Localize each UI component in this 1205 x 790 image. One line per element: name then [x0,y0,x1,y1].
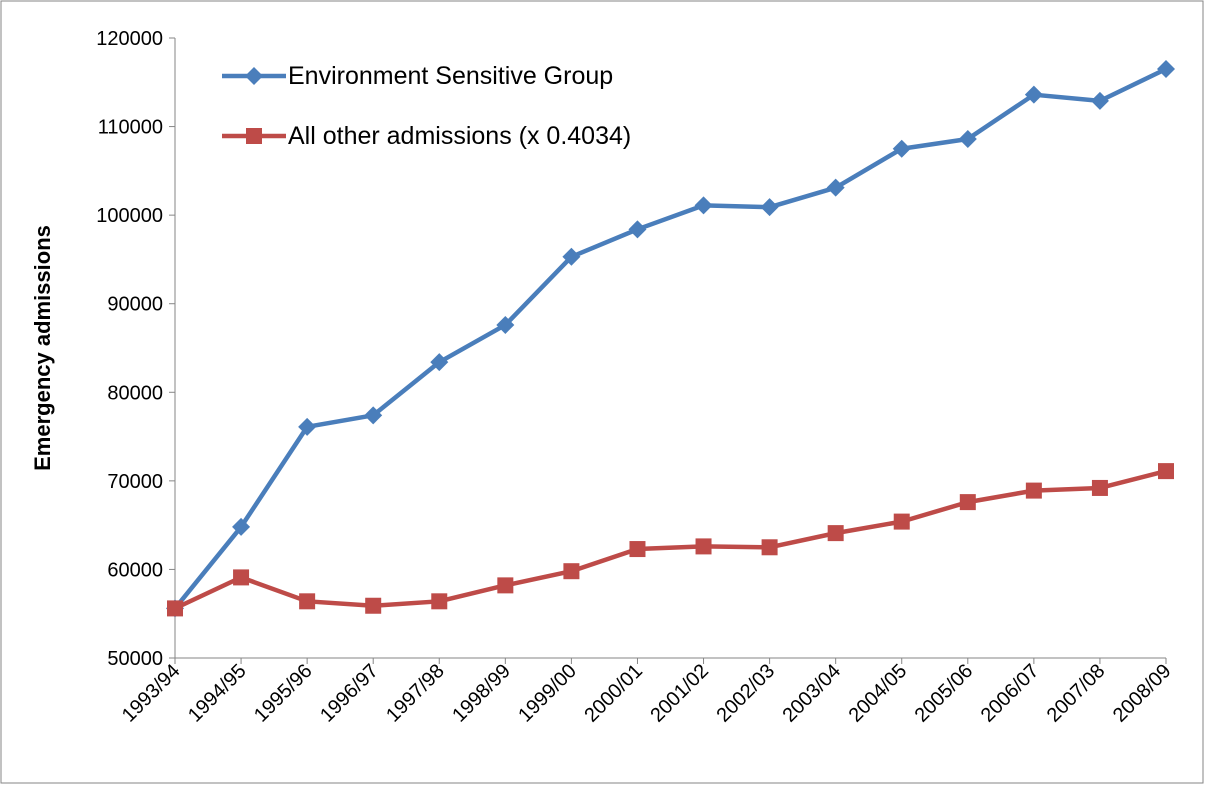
point [1025,482,1042,499]
y-tick-label: 50000 [107,648,163,670]
point [233,569,250,586]
point [893,513,910,530]
legend-marker [245,67,263,85]
point [760,198,779,217]
point [431,593,448,610]
point [629,541,646,558]
point [1157,60,1175,78]
series-line [173,66,1167,610]
point [1090,91,1109,110]
point [1158,463,1174,480]
y-tick-label: 80000 [107,382,163,404]
y-axis-title: Emergency admissions [30,225,55,471]
point [827,525,844,542]
point [298,417,317,436]
y-tick-label: 60000 [107,559,163,581]
y-tick-label: 100000 [96,205,163,227]
point [628,220,647,239]
y-tick-label: 70000 [107,471,163,493]
point [365,597,382,614]
point [695,538,712,555]
point [958,129,977,148]
point [1024,85,1043,104]
legend-label: All other admissions (x 0.4034) [288,122,631,150]
point [497,577,514,594]
point [496,315,515,334]
point [1091,479,1108,496]
point [694,196,713,215]
point [232,517,251,536]
point [562,247,581,266]
point [761,539,778,556]
y-tick-label: 120000 [96,28,163,50]
point [167,600,183,617]
point [563,563,580,580]
point [430,353,449,372]
point [959,494,976,511]
y-tick-label: 90000 [107,294,163,316]
point [892,139,911,158]
y-tick-label: 110000 [98,117,163,139]
series-line [174,468,1167,611]
point [299,593,316,610]
legend-marker [246,128,262,144]
legend-label: Environment Sensitive Group [288,62,613,90]
point [364,406,383,425]
point [826,178,845,197]
